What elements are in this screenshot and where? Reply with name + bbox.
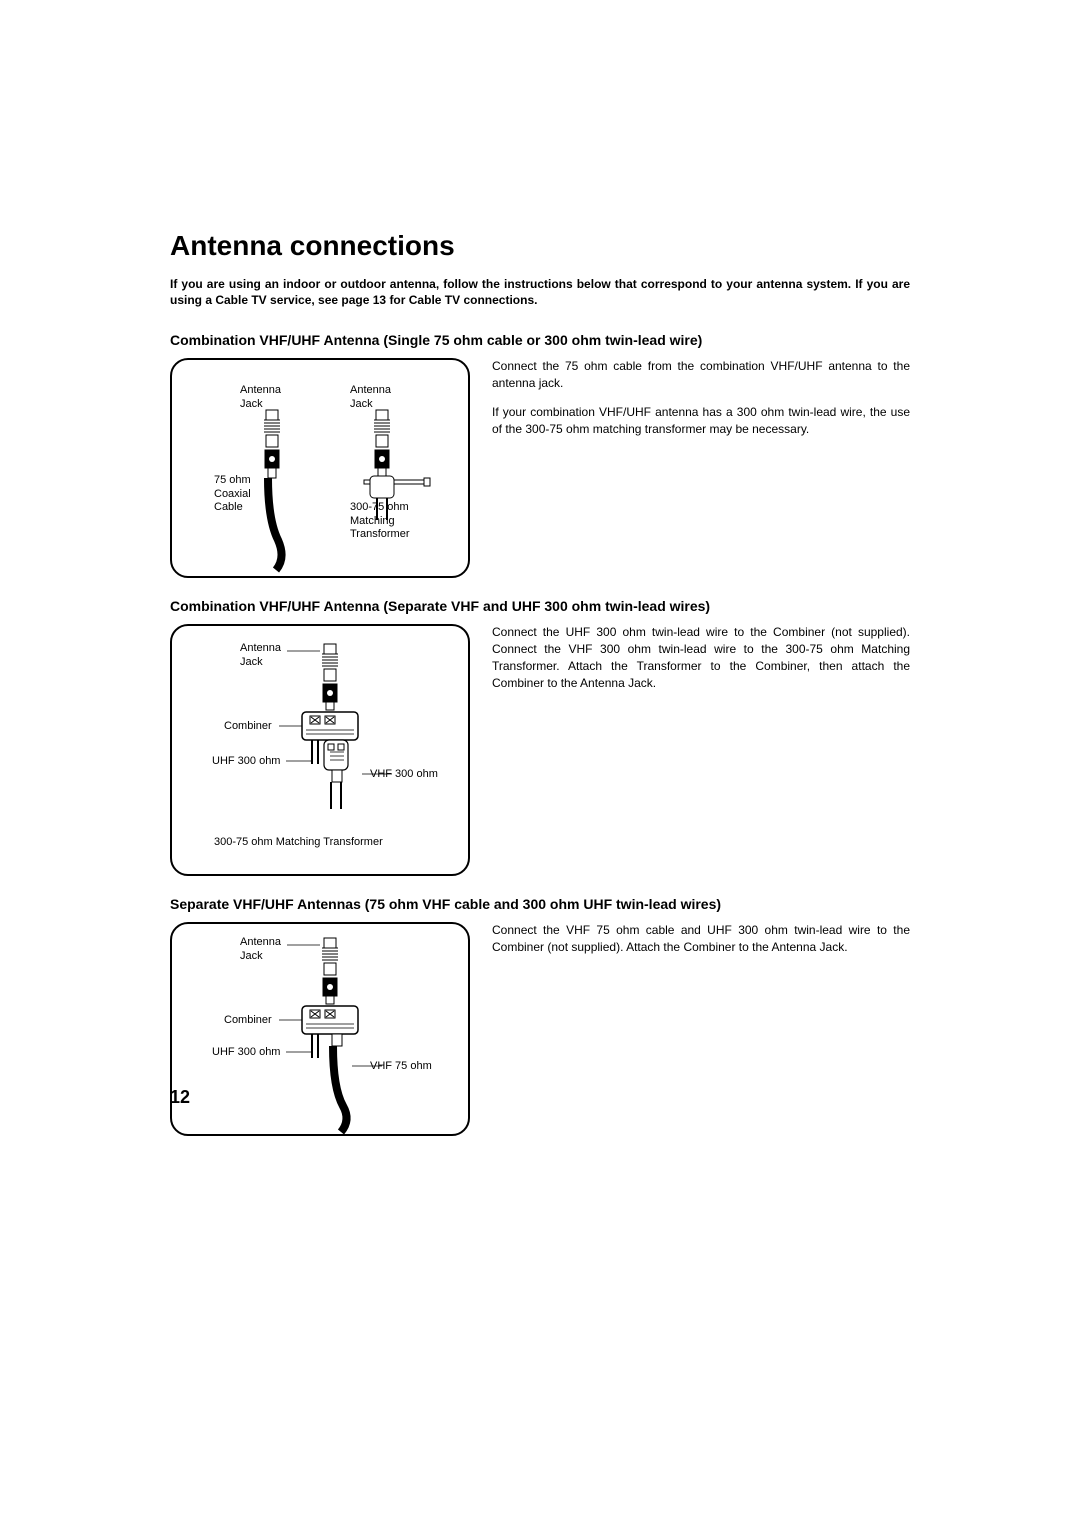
label-vhf-2: VHF 75 ohm <box>370 1060 432 1073</box>
diagram-3: Antenna Jack Combiner UHF 300 ohm VHF 75… <box>170 922 470 1136</box>
section-1-heading: Combination VHF/UHF Antenna (Single 75 o… <box>170 332 910 348</box>
section-2-desc: Connect the UHF 300 ohm twin-lead wire t… <box>492 624 910 703</box>
label-combiner-2: Combiner <box>224 1014 272 1027</box>
label-coax: 75 ohm Coaxial Cable <box>214 474 264 514</box>
diagram-2: Antenna Jack Combiner UHF 300 ohm VHF 30… <box>170 624 470 876</box>
section-3: Separate VHF/UHF Antennas (75 ohm VHF ca… <box>170 896 910 1136</box>
diagram-1: Antenna Jack Antenna Jack 75 ohm Coaxial… <box>170 358 470 578</box>
section-2: Combination VHF/UHF Antenna (Separate VH… <box>170 598 910 876</box>
page-title: Antenna connections <box>170 230 910 262</box>
label-antenna-jack-4: Antenna Jack <box>240 936 290 962</box>
label-uhf-2: UHF 300 ohm <box>212 1046 280 1059</box>
section-3-desc: Connect the VHF 75 ohm cable and UHF 300… <box>492 922 910 968</box>
section-3-heading: Separate VHF/UHF Antennas (75 ohm VHF ca… <box>170 896 910 912</box>
section-3-p1: Connect the VHF 75 ohm cable and UHF 300… <box>492 922 910 956</box>
section-2-heading: Combination VHF/UHF Antenna (Separate VH… <box>170 598 910 614</box>
section-2-p1: Connect the UHF 300 ohm twin-lead wire t… <box>492 624 910 691</box>
page-number: 12 <box>170 1087 190 1108</box>
label-antenna-jack-3: Antenna Jack <box>240 642 290 668</box>
label-antenna-jack-1: Antenna Jack <box>240 384 300 410</box>
section-1-p2: If your combination VHF/UHF antenna has … <box>492 404 910 438</box>
diagram-3-svg <box>172 924 472 1138</box>
label-uhf-1: UHF 300 ohm <box>212 755 280 768</box>
label-vhf-1: VHF 300 ohm <box>370 768 438 781</box>
label-antenna-jack-2: Antenna Jack <box>350 384 410 410</box>
section-1-desc: Connect the 75 ohm cable from the combin… <box>492 358 910 449</box>
label-transformer-2: 300-75 ohm Matching Transformer <box>214 836 383 849</box>
section-1: Combination VHF/UHF Antenna (Single 75 o… <box>170 332 910 578</box>
label-combiner-1: Combiner <box>224 720 272 733</box>
intro-text: If you are using an indoor or outdoor an… <box>170 276 910 308</box>
diagram-1-svg <box>172 360 472 580</box>
section-1-p1: Connect the 75 ohm cable from the combin… <box>492 358 910 392</box>
label-transformer-1: 300-75 ohm Matching Transformer <box>350 501 430 541</box>
